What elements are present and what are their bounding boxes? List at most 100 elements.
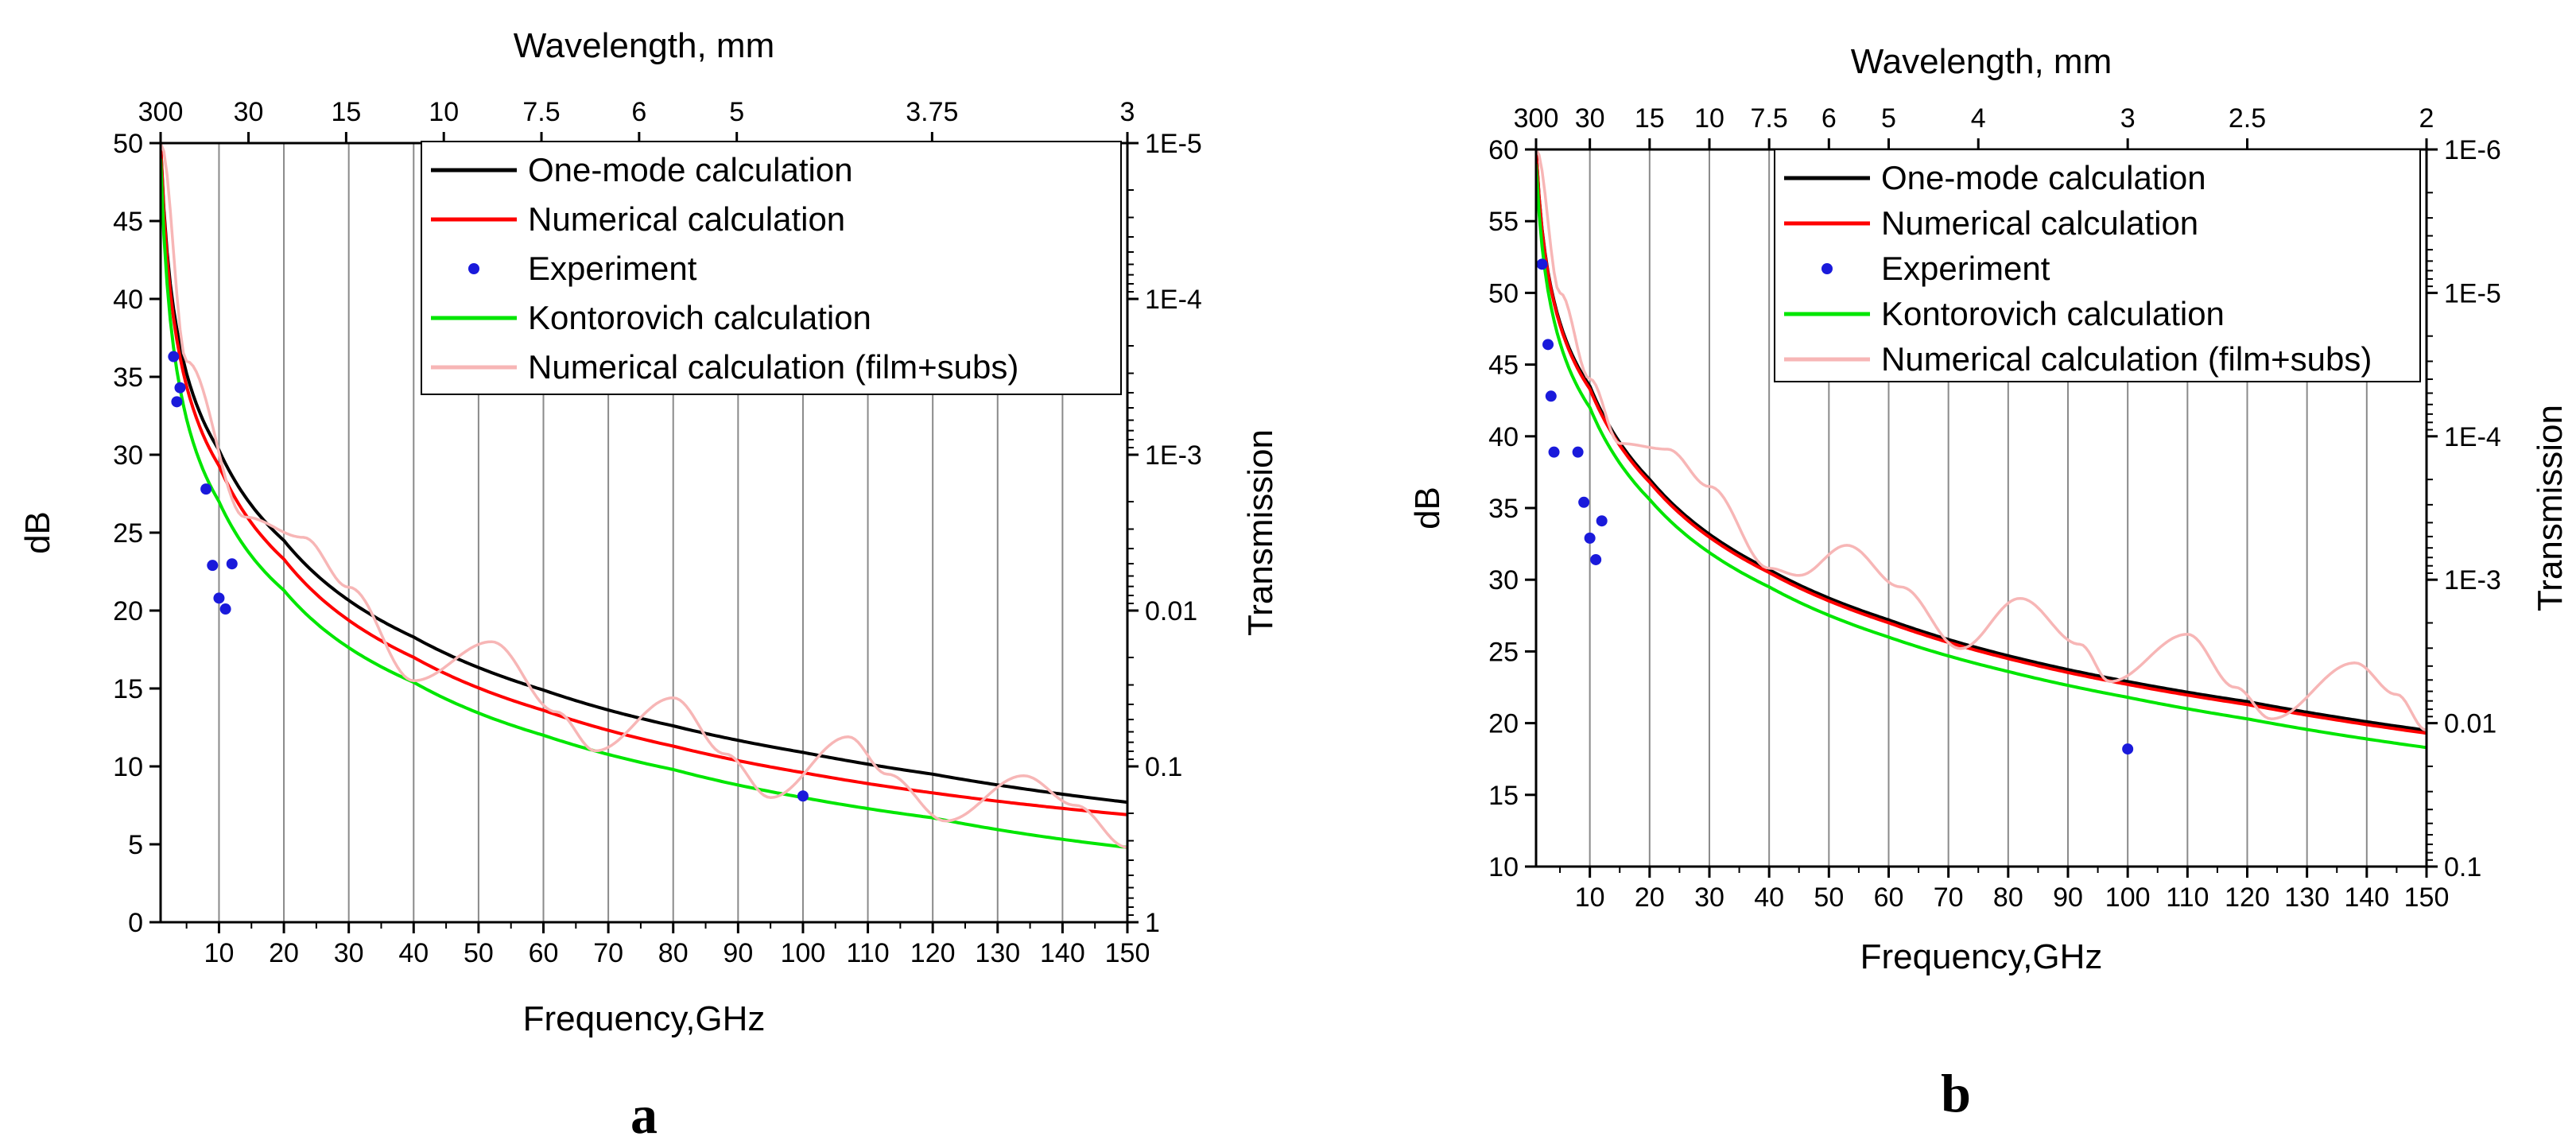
x-tick-label: 90 (723, 938, 753, 968)
x-tick-label: 10 (204, 938, 235, 968)
y-tick-label: 25 (113, 518, 143, 549)
legend-label: Numerical calculation (film+subs) (1881, 340, 2372, 378)
experiment-point (1572, 446, 1584, 458)
panel-label: a (630, 1084, 658, 1145)
x-tick-label: 140 (2344, 882, 2389, 913)
y2-tick-label: 1E-5 (1145, 129, 1202, 159)
chart-panel-b: 10 20 30 40 50 60 70 80 90 100 110 120 130 140 150 10 15… (1408, 42, 2570, 1123)
x-tick-label: 120 (910, 938, 956, 968)
x-tick-label: 20 (269, 938, 299, 968)
x2-tick-label: 2 (2419, 103, 2434, 134)
x2-axis-title: Wavelength, mm (1851, 42, 2112, 81)
y-tick-label: 40 (113, 285, 143, 315)
series-group (161, 143, 1127, 849)
x2-tick-label: 2.5 (2229, 103, 2266, 134)
x-tick-label: 20 (1635, 882, 1665, 913)
experiment-point (200, 483, 212, 495)
y-tick-label: 45 (113, 207, 143, 237)
y2-tick-label: 1E-3 (2444, 565, 2501, 595)
experiment-point (1542, 339, 1554, 351)
x2-tick-label: 10 (1694, 103, 1724, 134)
series-line-2 (161, 158, 1127, 849)
legend-box (1774, 149, 2421, 382)
legend-label: Kontorovich calculation (528, 299, 871, 336)
x-tick-label: 140 (1040, 938, 1085, 968)
x-tick-label: 80 (1993, 882, 2023, 913)
x-tick-label: 60 (1874, 882, 1904, 913)
experiment-point (1596, 515, 1608, 527)
x-tick-label: 30 (334, 938, 364, 968)
legend-label: One-mode calculation (1881, 159, 2206, 196)
experiment-point (1590, 553, 1602, 565)
y-tick-label: 15 (113, 674, 143, 704)
x-tick-label: 70 (1934, 882, 1964, 913)
y2-tick-label: 1E-4 (1145, 285, 1202, 315)
legend-label: Experiment (528, 250, 697, 287)
legend-label: Numerical calculation (528, 200, 845, 238)
series-line-3 (161, 143, 1127, 849)
y2-tick-label: 0.1 (2444, 852, 2481, 882)
x-tick-label: 40 (1754, 882, 1784, 913)
x2-tick-label: 6 (1821, 103, 1837, 134)
experiment-point (168, 351, 180, 363)
legend: One-mode calculation Numerical calculatio… (421, 141, 1122, 395)
y2-tick-label: 1E-4 (2444, 422, 2501, 452)
x2-tick-label: 6 (631, 97, 646, 127)
x-tick-label: 30 (1694, 882, 1724, 913)
y-tick-label: 0 (128, 908, 143, 938)
x2-tick-label: 300 (1514, 103, 1559, 134)
x-tick-label: 40 (398, 938, 429, 968)
series-group (1536, 149, 2427, 750)
y2-tick-label: 1E-6 (2444, 135, 2501, 165)
y-tick-label: 45 (1488, 351, 1519, 381)
experiment-point (797, 790, 809, 802)
y-tick-label: 30 (113, 440, 143, 471)
x-tick-label: 130 (975, 938, 1020, 968)
series-line-1 (1536, 149, 2427, 735)
x2-tick-label: 5 (729, 97, 744, 127)
legend-swatch (468, 263, 479, 274)
experiment-point (213, 592, 225, 604)
x2-tick-label: 15 (1635, 103, 1665, 134)
experiment-point (2122, 743, 2134, 755)
x-tick-label: 110 (846, 938, 889, 968)
y-tick-label: 35 (113, 363, 143, 393)
y-tick-label: 50 (1488, 278, 1519, 308)
y2-tick-label: 0.01 (1145, 596, 1197, 626)
experiment-point (174, 382, 186, 394)
series-line-0 (161, 143, 1127, 805)
experiment-point (1536, 258, 1548, 270)
x-tick-label: 10 (1575, 882, 1605, 913)
y-tick-label: 25 (1488, 637, 1519, 667)
x-tick-label: 110 (2166, 882, 2209, 913)
y-tick-label: 15 (1488, 781, 1519, 811)
x2-tick-label: 5 (1881, 103, 1896, 134)
x-tick-label: 130 (2284, 882, 2330, 913)
series-line-1 (161, 143, 1127, 816)
x2-tick-label: 3 (1120, 97, 1135, 127)
x-tick-label: 90 (2053, 882, 2083, 913)
y-tick-label: 35 (1488, 494, 1519, 524)
experiment-point (171, 396, 183, 408)
x-tick-label: 120 (2225, 882, 2270, 913)
legend-swatch (1821, 263, 1833, 274)
experiment-point (207, 560, 219, 572)
experiment-point (219, 603, 231, 615)
x-tick-label: 50 (464, 938, 494, 968)
x2-tick-label: 4 (1971, 103, 1986, 134)
y-axis-title: dB (1408, 487, 1447, 529)
y-tick-label: 5 (128, 830, 143, 860)
y2-tick-label: 0.01 (2444, 709, 2496, 739)
y-tick-label: 40 (1488, 422, 1519, 452)
legend: One-mode calculation Numerical calculatio… (1774, 149, 2421, 382)
y-tick-label: 10 (1488, 852, 1519, 882)
x-tick-label: 100 (2105, 882, 2151, 913)
y-tick-label: 30 (1488, 565, 1519, 595)
y2-tick-label: 1 (1145, 908, 1160, 938)
legend-box (421, 141, 1122, 395)
y2-axis-title: Transmission (1241, 429, 1280, 636)
x-tick-label: 100 (781, 938, 826, 968)
experiment-point (1545, 390, 1557, 402)
panel-label: b (1941, 1063, 1971, 1123)
series-line-2 (1536, 163, 2427, 750)
